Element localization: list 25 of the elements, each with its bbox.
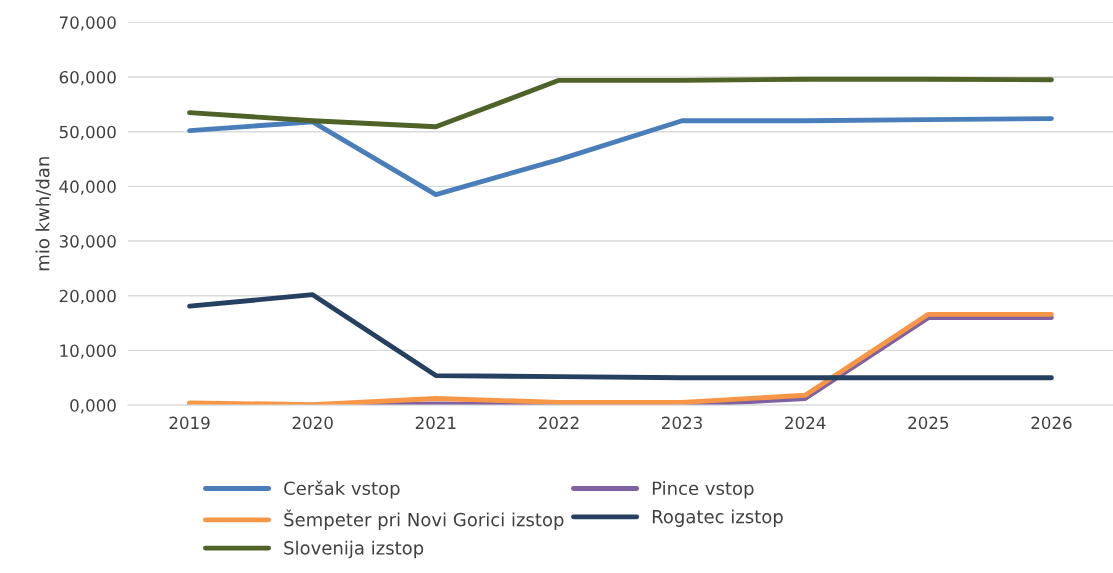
- y-tick-label: 60,000: [59, 70, 116, 86]
- x-tick-label: 2025: [908, 416, 949, 430]
- line-series: [187, 76, 1054, 130]
- y-axis-title: mio kwh/dan: [35, 157, 51, 271]
- line-series: [187, 292, 1054, 381]
- x-tick-label: 2020: [292, 416, 333, 430]
- x-tick-label: 2021: [415, 416, 456, 430]
- y-tick-label: 40,000: [59, 180, 116, 195]
- legend-label: Slovenija izstop: [284, 540, 424, 559]
- x-tick-label: 2019: [169, 416, 210, 430]
- line-series: [187, 116, 1054, 198]
- y-tick-label: 20,000: [59, 289, 116, 305]
- legend-label: Šempeter pri Novi Gorici izstop: [284, 509, 564, 530]
- x-tick-label: 2026: [1031, 416, 1072, 430]
- y-tick-label: 10,000: [60, 344, 116, 359]
- y-tick-label: 70,000: [59, 16, 116, 31]
- y-tick-label: 0,000: [70, 399, 116, 414]
- legend-label: Pince vstop: [652, 481, 754, 499]
- y-tick-label: 50,000: [59, 125, 116, 140]
- y-tick-label: 30,000: [59, 235, 116, 250]
- x-tick-label: 2022: [538, 416, 579, 430]
- x-tick-label: 2024: [785, 416, 826, 430]
- x-tick-label: 2023: [662, 416, 702, 430]
- legend-label: Rogatec izstop: [652, 509, 783, 527]
- legend-label: Ceršak vstop: [284, 480, 400, 499]
